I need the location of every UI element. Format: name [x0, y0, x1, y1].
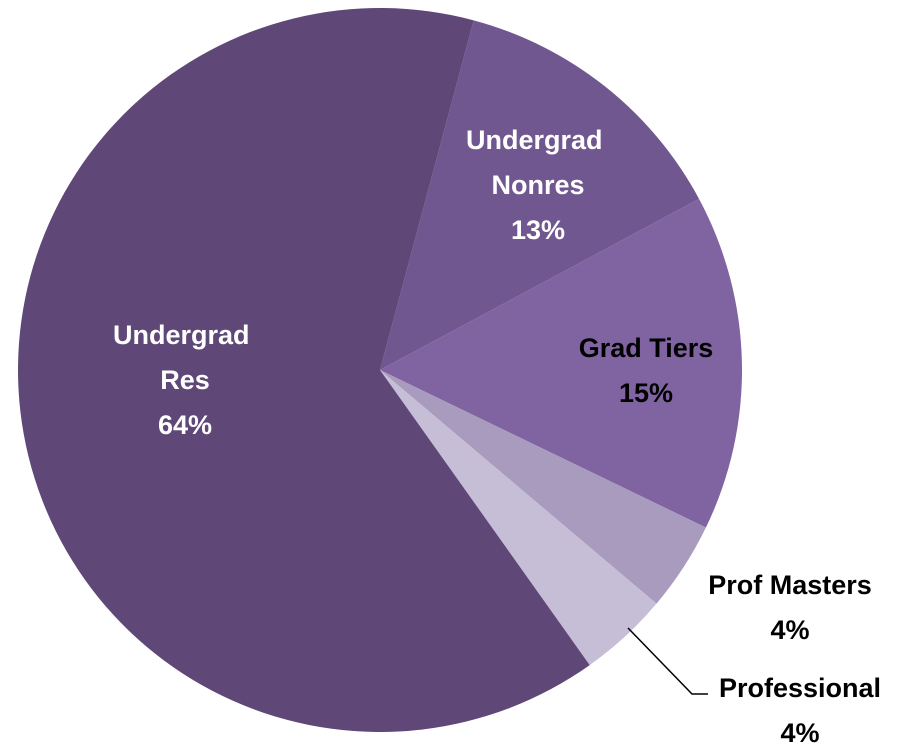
value-label: 64% — [158, 410, 212, 440]
pie-slice — [380, 370, 706, 604]
slice-label: Grad Tiers — [579, 333, 714, 363]
pie-slice — [380, 370, 657, 666]
value-label: 4% — [770, 615, 809, 645]
value-label: 4% — [780, 718, 819, 747]
pie-slice — [380, 198, 742, 528]
slice-label: Professional — [719, 673, 881, 703]
slice-label: Undergrad Nonres — [466, 125, 610, 200]
slice-label: Undergrad Res — [113, 320, 257, 395]
leader-line — [627, 627, 708, 695]
slice-label: Prof Masters — [708, 570, 872, 600]
pie-slice — [380, 20, 700, 371]
value-label: 13% — [511, 215, 565, 245]
value-label: 15% — [619, 378, 673, 408]
pie-slice — [18, 7, 590, 733]
